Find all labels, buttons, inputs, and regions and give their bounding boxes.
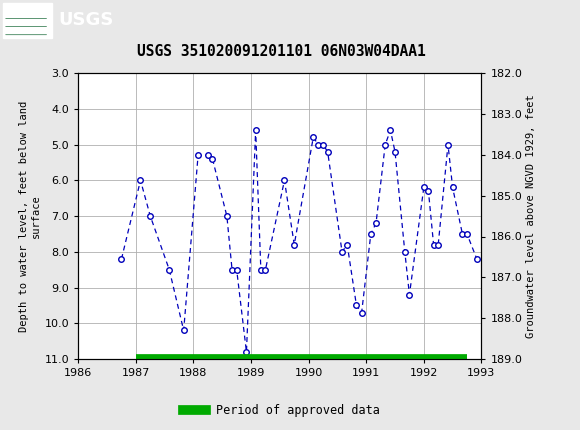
FancyBboxPatch shape [3,3,52,37]
Y-axis label: Groundwater level above NGVD 1929, feet: Groundwater level above NGVD 1929, feet [527,94,536,338]
Text: USGS 351020091201101 06N03W04DAA1: USGS 351020091201101 06N03W04DAA1 [137,44,426,59]
Y-axis label: Depth to water level, feet below land
surface: Depth to water level, feet below land su… [19,101,41,332]
Text: USGS: USGS [58,12,113,29]
Legend: Period of approved data: Period of approved data [178,399,385,422]
